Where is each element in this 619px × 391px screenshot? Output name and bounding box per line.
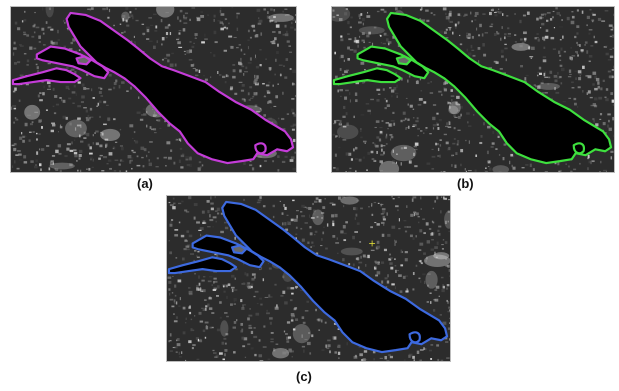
segmentation-outline-c [167, 200, 449, 354]
lake-water [333, 12, 612, 164]
caption-a: (a) [137, 176, 153, 191]
lake-satellite-image-c [167, 196, 450, 361]
satellite-image-panel-c [166, 195, 451, 362]
caption-b: (b) [457, 176, 474, 191]
segmentation-outline-b [332, 11, 613, 165]
caption-c: (c) [296, 369, 312, 384]
crosshair-marker [369, 240, 376, 247]
lake-satellite-image-b [332, 7, 614, 172]
lake-water [168, 201, 448, 353]
satellite-image-panel-a [10, 6, 297, 173]
segmentation-outline-a [11, 11, 295, 165]
lake-satellite-image-a [11, 7, 296, 172]
satellite-image-panel-b [331, 6, 615, 173]
lake-water [12, 12, 294, 164]
